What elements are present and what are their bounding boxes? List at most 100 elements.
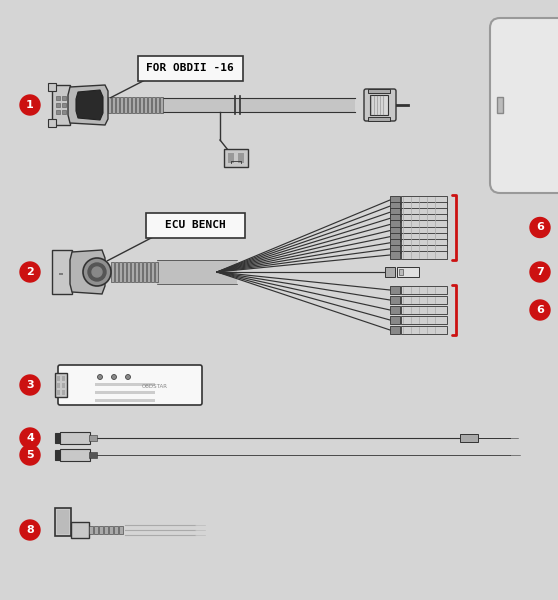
Bar: [143, 262, 146, 282]
Bar: [123, 262, 126, 282]
Bar: [152, 97, 155, 113]
Bar: [128, 97, 131, 113]
Bar: [124, 97, 127, 113]
Bar: [156, 97, 159, 113]
FancyBboxPatch shape: [490, 18, 558, 193]
Bar: [108, 97, 111, 113]
Bar: [160, 97, 163, 113]
Bar: [89, 435, 97, 441]
Bar: [56, 96, 60, 100]
Bar: [144, 97, 147, 113]
Text: 1: 1: [26, 100, 34, 110]
Circle shape: [530, 262, 550, 282]
Circle shape: [530, 217, 550, 238]
Bar: [238, 153, 244, 163]
Bar: [119, 526, 123, 534]
Bar: [71, 522, 89, 538]
Bar: [95, 383, 155, 386]
Circle shape: [20, 375, 40, 395]
Bar: [55, 508, 71, 536]
FancyBboxPatch shape: [224, 149, 248, 167]
FancyBboxPatch shape: [60, 432, 90, 444]
Circle shape: [20, 95, 40, 115]
Bar: [401, 214, 447, 223]
Bar: [140, 97, 143, 113]
Bar: [401, 227, 447, 235]
Bar: [401, 220, 447, 229]
Bar: [401, 245, 447, 253]
Bar: [62, 376, 65, 381]
Circle shape: [92, 267, 102, 277]
Bar: [127, 262, 130, 282]
Bar: [390, 286, 400, 294]
Bar: [390, 233, 400, 241]
Text: FOR OBDII -16: FOR OBDII -16: [146, 63, 234, 73]
Bar: [52, 85, 70, 125]
Bar: [390, 296, 400, 304]
Bar: [368, 89, 390, 93]
FancyBboxPatch shape: [364, 89, 396, 121]
Bar: [112, 97, 115, 113]
Bar: [390, 214, 400, 223]
Bar: [401, 251, 447, 259]
Bar: [62, 390, 65, 395]
Bar: [62, 110, 66, 114]
Bar: [401, 316, 447, 324]
Circle shape: [98, 374, 103, 379]
Bar: [116, 97, 119, 113]
Bar: [104, 526, 108, 534]
Bar: [136, 97, 139, 113]
Text: 2: 2: [26, 267, 34, 277]
FancyBboxPatch shape: [146, 212, 244, 238]
Bar: [94, 526, 98, 534]
Bar: [390, 245, 400, 253]
FancyBboxPatch shape: [58, 365, 202, 405]
Bar: [401, 326, 447, 334]
Text: OBDSTAR: OBDSTAR: [142, 385, 168, 389]
Bar: [397, 267, 419, 277]
Bar: [401, 286, 447, 294]
Polygon shape: [68, 85, 108, 125]
FancyBboxPatch shape: [60, 449, 90, 461]
Bar: [460, 434, 478, 442]
Bar: [390, 196, 400, 204]
Bar: [99, 526, 103, 534]
Bar: [56, 103, 60, 107]
Bar: [390, 306, 400, 314]
Text: 6: 6: [536, 223, 544, 232]
Text: 6: 6: [536, 305, 544, 315]
Bar: [385, 267, 395, 277]
Bar: [131, 262, 134, 282]
Circle shape: [88, 263, 106, 281]
Bar: [55, 373, 67, 397]
Bar: [119, 262, 122, 282]
Text: 7: 7: [536, 267, 544, 277]
Bar: [62, 96, 66, 100]
Bar: [95, 399, 155, 402]
Bar: [62, 103, 66, 107]
FancyBboxPatch shape: [137, 55, 243, 80]
Bar: [368, 117, 390, 121]
Bar: [115, 262, 118, 282]
Bar: [48, 119, 56, 127]
Bar: [120, 97, 123, 113]
Bar: [56, 110, 60, 114]
Bar: [147, 262, 150, 282]
Bar: [62, 383, 65, 388]
Bar: [95, 391, 155, 394]
Bar: [155, 262, 158, 282]
Bar: [135, 262, 138, 282]
Circle shape: [20, 520, 40, 540]
Circle shape: [83, 258, 111, 286]
Text: 8: 8: [26, 525, 34, 535]
Circle shape: [20, 262, 40, 282]
Bar: [390, 220, 400, 229]
Bar: [57, 390, 60, 395]
Bar: [390, 251, 400, 259]
Bar: [151, 262, 154, 282]
Bar: [390, 316, 400, 324]
Bar: [401, 196, 447, 204]
Bar: [55, 433, 61, 443]
Circle shape: [20, 445, 40, 465]
Bar: [57, 510, 69, 534]
